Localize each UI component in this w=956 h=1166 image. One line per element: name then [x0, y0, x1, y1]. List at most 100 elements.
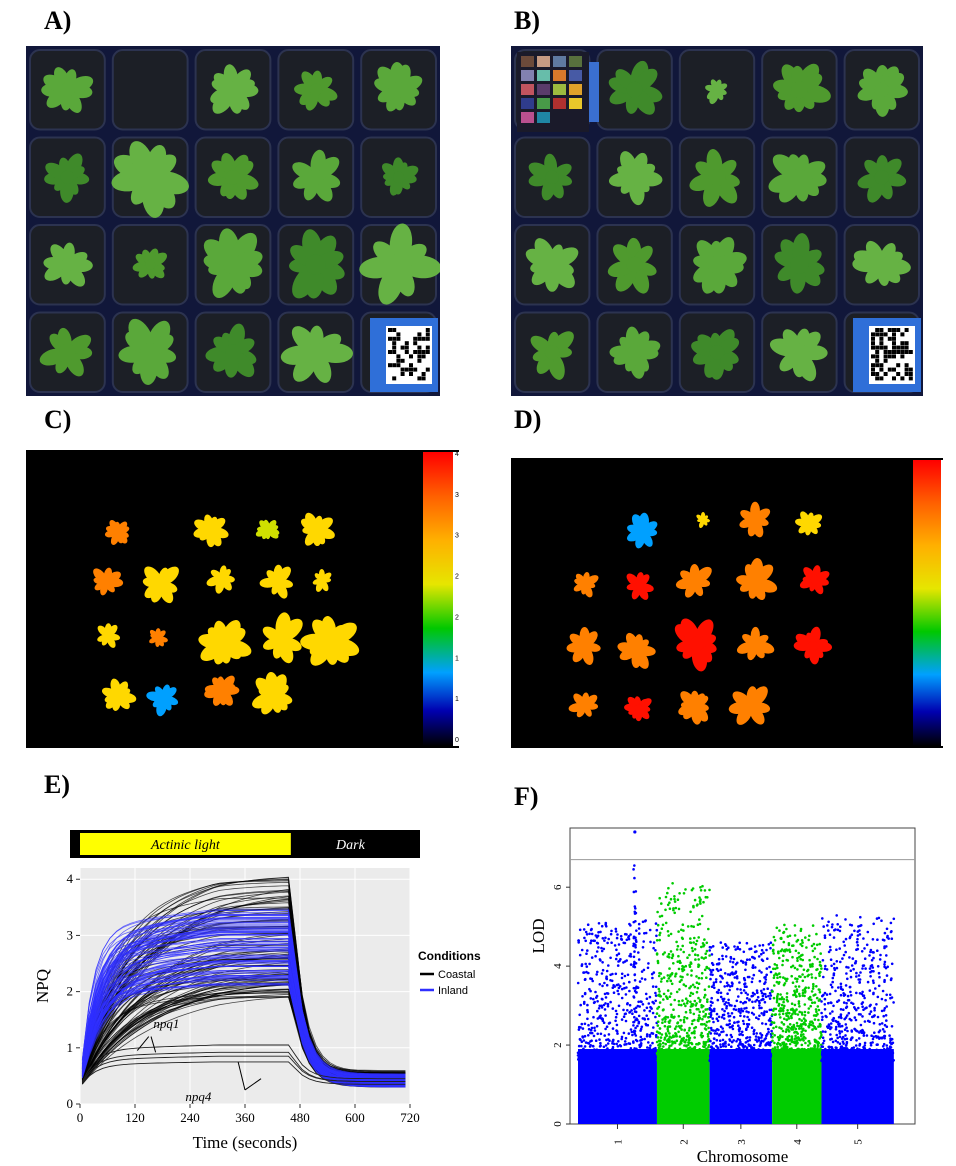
npq-plant: [573, 572, 599, 598]
plant-rosette: [382, 157, 419, 196]
plant-rosette: [607, 237, 657, 294]
plant-tray-photo-a: [26, 46, 440, 396]
mutant-curve: [81, 1061, 406, 1085]
qr-code-label: [370, 318, 438, 392]
npq-plant: [678, 690, 709, 725]
npq-plant: [568, 692, 599, 718]
npq-plant: [312, 568, 332, 592]
colorbar-tick: 3.5: [455, 492, 459, 499]
plant-rosette: [525, 238, 579, 292]
panel-label-f: F): [514, 782, 539, 811]
y-tick-label: 4: [67, 871, 74, 886]
plant-rosette: [207, 153, 259, 200]
plant-rosette: [359, 223, 440, 305]
npq-image-c: 4 3.5 3 2.5 2 1.5 1 0.5: [26, 450, 459, 748]
npq-plant: [101, 678, 137, 711]
plant-rosette: [609, 326, 661, 379]
plant-rosette: [43, 242, 93, 287]
npq-plant: [626, 572, 654, 600]
mutant-curve: [81, 1055, 406, 1084]
npq-plant: [696, 511, 711, 529]
plant-rosette: [857, 155, 907, 203]
x-tick-label: 240: [180, 1110, 200, 1125]
npq-timecourse-chart: Actinic light Dark npq1 npq4 0 120 240 360 480 60…: [10, 820, 510, 1160]
y-tick-label: 4: [552, 963, 564, 969]
colorbar-tick: 3: [455, 533, 459, 540]
top-peak-point: [633, 830, 637, 834]
plant-rosette: [118, 318, 177, 385]
plant-rosette: [292, 149, 341, 202]
npq-plant: [736, 626, 775, 661]
npq-plant: [674, 618, 717, 672]
x-tick-label: 480: [290, 1110, 310, 1125]
npq-plant: [204, 675, 240, 706]
npq-plant: [149, 628, 168, 647]
x-tick-label: 120: [125, 1110, 145, 1125]
x-tick-label: 600: [345, 1110, 365, 1125]
y-tick-label: 1: [67, 1040, 74, 1055]
mutant-curve: [81, 1044, 406, 1082]
colorbar-tick: 4: [455, 451, 459, 458]
x-tick-label: 360: [235, 1110, 255, 1125]
npq-plant: [300, 616, 360, 666]
npq-plant: [262, 612, 303, 664]
plant-rosette: [528, 153, 573, 201]
plant-rosette: [768, 154, 827, 203]
chromosome-tick-label: 2: [678, 1139, 690, 1145]
chromosome-tick-label: 3: [736, 1139, 748, 1145]
plant-rosette: [203, 228, 263, 299]
npq-image-d: 43.532.521.510.5: [511, 458, 943, 748]
chromosome-5-points: [820, 914, 896, 1124]
qr-code-label: [853, 318, 921, 392]
x-axis-label: Time (seconds): [193, 1133, 298, 1152]
legend-title: Conditions: [418, 949, 481, 963]
panel-label-b: B): [514, 6, 540, 35]
chromosome-1-points: [576, 864, 659, 1124]
color-checker-card: [517, 52, 599, 132]
panel-label-c: C): [44, 405, 72, 434]
plant-rosette: [39, 327, 93, 377]
legend-entry: Inland: [438, 985, 468, 997]
plant-rosette: [773, 63, 831, 113]
colorbar-tick: 1: [455, 696, 459, 703]
panel-label-d: D): [514, 405, 542, 434]
plant-rosette: [210, 64, 259, 114]
y-tick-label: 3: [67, 927, 74, 942]
npq-plant: [206, 565, 235, 594]
dark-label: Dark: [335, 838, 366, 853]
actinic-light-label: Actinic light: [150, 838, 221, 853]
npq-plant: [739, 501, 771, 538]
npq-plant: [799, 565, 830, 595]
colorbar-tick: 1.5: [455, 655, 459, 662]
lod-manhattan-plot: 1 2 3 4 5 0 2 4 6 Chromosome LOD: [520, 820, 950, 1166]
npq-plant: [566, 627, 601, 666]
plant-rosette: [41, 67, 94, 113]
colorbar: [913, 460, 941, 746]
colorbar-tick: 2.5: [455, 574, 459, 581]
colorbar-tick: 0.5: [455, 737, 459, 744]
npq-plant: [252, 671, 293, 715]
npq-plant: [728, 686, 771, 725]
npq-plant: [617, 632, 656, 669]
plant-rosette: [44, 153, 90, 203]
y-axis-label: NPQ: [33, 969, 52, 1003]
chromosome-tick-label: 4: [792, 1139, 804, 1145]
y-tick-label: 0: [67, 1096, 74, 1111]
npq-plant: [142, 566, 179, 604]
x-tick-label: 720: [400, 1110, 420, 1125]
plant-rosette: [857, 64, 908, 117]
npq-plant: [259, 564, 293, 599]
plant-rosette: [852, 240, 911, 286]
npq-plant: [198, 620, 252, 665]
plant-rosette: [530, 331, 574, 380]
y-tick-label: 0: [552, 1121, 564, 1127]
panel-label-e: E): [44, 770, 70, 799]
npq-plant: [146, 684, 179, 717]
plant-rosette: [111, 141, 189, 218]
plant-rosette: [280, 325, 354, 383]
plant-rosette: [205, 323, 257, 378]
chromosome-tick-label: 1: [612, 1139, 624, 1145]
annotation-npq4: npq4: [185, 1089, 212, 1104]
plant-rosette: [693, 237, 747, 294]
chromosome-tick-label: 5: [853, 1139, 865, 1145]
